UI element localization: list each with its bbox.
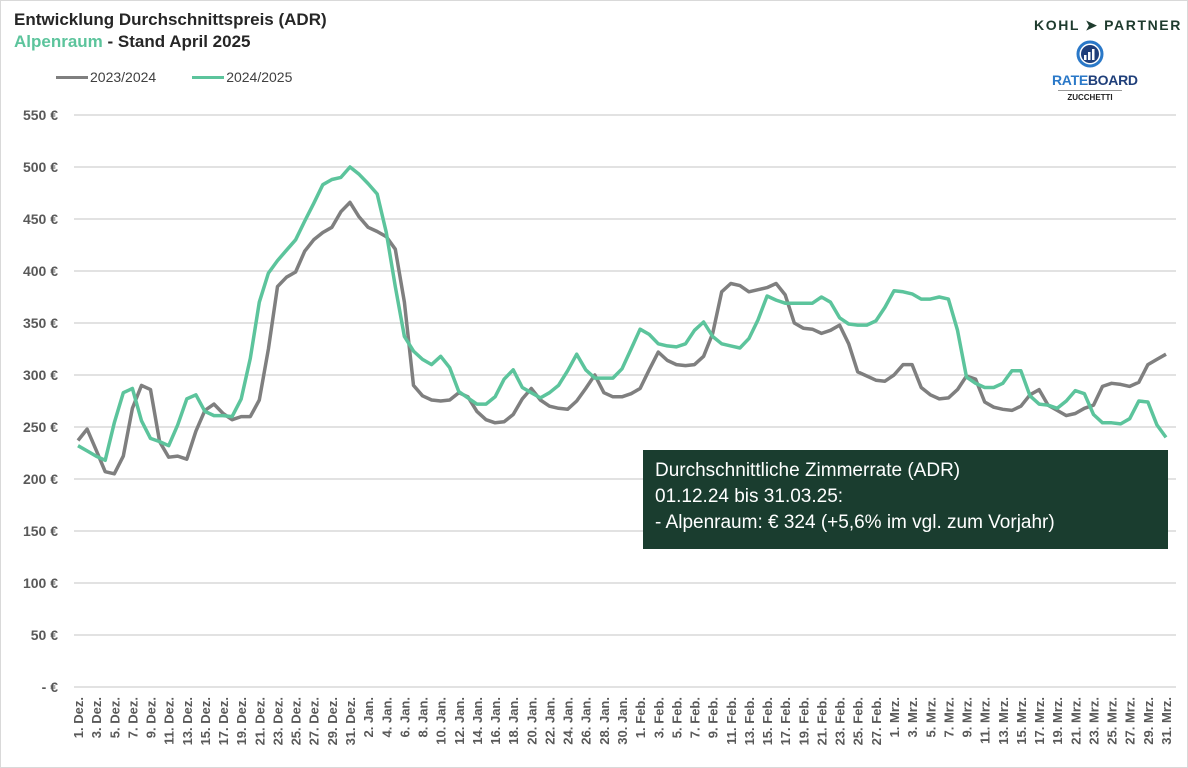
y-tick-label: - € [42, 679, 59, 695]
x-tick-label: 6. Jan. [397, 697, 412, 737]
x-tick-label: 10. Jan. [434, 697, 449, 745]
x-tick-label: 8. Jan. [416, 697, 431, 737]
title-line-2: Alpenraum - Stand April 2025 [14, 31, 327, 53]
x-tick-label: 28. Jan. [597, 697, 612, 745]
x-tick-label: 31. Mrz. [1159, 697, 1174, 745]
x-tick-label: 25. Feb. [851, 697, 866, 745]
legend-item-2024-2025: 2024/2025 [192, 69, 292, 85]
x-tick-label: 21. Dez. [252, 697, 267, 745]
note-line-3: - Alpenraum: € 324 (+5,6% im vgl. zum Vo… [655, 512, 1055, 533]
legend-label: 2023/2024 [90, 69, 157, 85]
y-tick-label: 150 € [23, 523, 58, 539]
chart-title: Entwicklung Durchschnittspreis (ADR) Alp… [14, 9, 327, 53]
x-tick-label: 15. Dez. [198, 697, 213, 745]
rateboard-board: BOARD [1087, 72, 1138, 88]
x-tick-label: 16. Jan. [488, 697, 503, 745]
y-tick-label: 450 € [23, 211, 58, 227]
x-tick-label: 7. Dez. [125, 697, 140, 738]
x-tick-label: 27. Feb. [869, 697, 884, 745]
x-tick-label: 30. Jan. [615, 697, 630, 745]
title-date: - Stand April 2025 [102, 32, 251, 51]
legend-swatch-gray [56, 75, 88, 79]
x-tick-label: 31. Dez. [343, 697, 358, 745]
x-tick-label: 14. Jan. [470, 697, 485, 745]
x-tick-label: 17. Dez. [216, 697, 231, 745]
title-line-1: Entwicklung Durchschnittspreis (ADR) [14, 10, 327, 29]
x-tick-label: 23. Mrz. [1086, 697, 1101, 745]
x-tick-label: 13. Mrz. [996, 697, 1011, 745]
y-tick-label: 50 € [31, 627, 58, 643]
y-tick-label: 200 € [23, 471, 58, 487]
x-tick-label: 4. Jan. [379, 697, 394, 737]
y-tick-label: 400 € [23, 263, 58, 279]
x-tick-label: 9. Feb. [706, 697, 721, 738]
rateboard-chart-icon [1076, 40, 1104, 68]
x-tick-label: 15. Feb. [760, 697, 775, 745]
x-tick-label: 27. Dez. [307, 697, 322, 745]
legend: 2023/2024 2024/2025 [56, 69, 292, 85]
x-tick-label: 2. Jan. [361, 697, 376, 737]
x-tick-label: 3. Dez. [89, 697, 104, 738]
x-tick-label: 12. Jan. [452, 697, 467, 745]
legend-swatch-green [192, 75, 225, 79]
y-tick-label: 350 € [23, 315, 58, 331]
rateboard-logo: RATEBOARD ZUCCHETTI [1052, 40, 1138, 102]
y-tick-label: 250 € [23, 419, 58, 435]
x-tick-label: 19. Dez. [234, 697, 249, 745]
x-tick-label: 7. Feb. [688, 697, 703, 738]
rateboard-wordmark: RATEBOARD [1052, 72, 1138, 88]
x-tick-label: 1. Feb. [633, 697, 648, 738]
x-tick-label: 5. Dez. [107, 697, 122, 738]
kohl-partner-logo: KOHL ➤ PARTNER [1034, 17, 1182, 33]
series-line-2023-2024 [76, 200, 1167, 476]
note-line-1: Durchschnittliche Zimmerrate (ADR) [655, 460, 961, 481]
adr-summary-box: Durchschnittliche Zimmerrate (ADR) 01.12… [643, 450, 1168, 549]
x-tick-label: 17. Mrz. [1032, 697, 1047, 745]
legend-item-2023-2024: 2023/2024 [56, 69, 156, 85]
series-line-2024-2025 [77, 165, 1168, 463]
x-tick-label: 20. Jan. [524, 697, 539, 745]
legend-label: 2024/2025 [226, 69, 293, 85]
x-tick-label: 19. Mrz. [1050, 697, 1065, 745]
x-tick-label: 18. Jan. [506, 697, 521, 745]
x-tick-label: 23. Feb. [833, 697, 848, 745]
x-tick-label: 25. Dez. [289, 697, 304, 745]
x-tick-label: 29. Dez. [325, 697, 340, 745]
x-tick-label: 13. Feb. [742, 697, 757, 745]
x-tick-label: 15. Mrz. [1014, 697, 1029, 745]
x-tick-label: 11. Dez. [162, 697, 177, 745]
x-tick-label: 21. Mrz. [1068, 697, 1083, 745]
y-tick-label: 100 € [23, 575, 58, 591]
y-tick-label: 300 € [23, 367, 58, 383]
x-tick-label: 21. Feb. [814, 697, 829, 745]
x-tick-label: 25. Mrz. [1105, 697, 1120, 745]
x-tick-label: 3. Mrz. [905, 697, 920, 737]
x-tick-label: 5. Mrz. [923, 697, 938, 737]
y-tick-label: 550 € [23, 107, 58, 123]
x-tick-label: 27. Mrz. [1123, 697, 1138, 745]
x-tick-label: 23. Dez. [270, 697, 285, 745]
x-tick-label: 24. Jan. [561, 697, 576, 745]
x-tick-label: 22. Jan. [542, 697, 557, 745]
x-tick-label: 1. Mrz. [887, 697, 902, 737]
x-tick-label: 9. Dez. [144, 697, 159, 738]
y-tick-label: 500 € [23, 159, 58, 175]
x-tick-label: 3. Feb. [651, 697, 666, 738]
x-tick-label: 1. Dez. [71, 697, 86, 738]
x-tick-label: 11. Mrz. [978, 697, 993, 744]
x-tick-label: 17. Feb. [778, 697, 793, 745]
x-tick-label: 29. Mrz. [1141, 697, 1156, 745]
x-tick-label: 26. Jan. [579, 697, 594, 745]
x-tick-label: 5. Feb. [669, 697, 684, 738]
note-line-2: 01.12.24 bis 31.03.25: [655, 486, 844, 507]
x-tick-label: 11. Feb. [724, 697, 739, 745]
x-tick-label: 9. Mrz. [960, 697, 975, 737]
x-tick-label: 7. Mrz. [941, 697, 956, 737]
x-tick-label: 19. Feb. [796, 697, 811, 745]
zucchetti-wordmark: ZUCCHETTI [1058, 90, 1122, 102]
rateboard-rate: RATE [1052, 72, 1088, 88]
x-tick-label: 13. Dez. [180, 697, 195, 745]
title-region: Alpenraum [14, 32, 103, 51]
